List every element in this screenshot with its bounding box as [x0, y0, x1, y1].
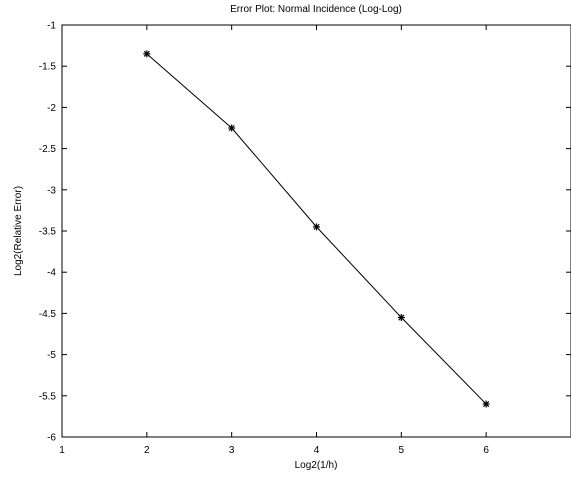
y-tick-label: -4	[47, 268, 56, 279]
x-tick-label: 5	[399, 445, 405, 456]
y-tick-label: -3.5	[39, 227, 57, 238]
y-tick-label: -6	[47, 433, 56, 444]
y-axis-label: Log2(Relative Error)	[13, 186, 24, 276]
data-point-star-marker	[143, 50, 151, 58]
y-tick-label: -5	[47, 350, 56, 361]
chart-title: Error Plot: Normal Incidence (Log-Log)	[230, 4, 402, 15]
x-tick-label: 6	[483, 445, 489, 456]
y-axis-ticks: -1 -1.5 -2 -2.5 -3 -3.5 -4 -4.5 -5 -5.5 -6	[39, 21, 571, 444]
x-tick-label: 1	[59, 445, 65, 456]
x-axis-label: Log2(1/h)	[295, 460, 338, 471]
y-tick-label: -4.5	[39, 309, 57, 320]
x-tick-label: 3	[229, 445, 235, 456]
y-tick-label: -2	[47, 103, 56, 114]
y-tick-label: -5.5	[39, 391, 57, 402]
data-point-star-marker	[397, 314, 405, 322]
y-tick-label: -1.5	[39, 62, 57, 73]
x-tick-label: 2	[144, 445, 150, 456]
plot-area-frame	[61, 24, 571, 438]
y-tick-label: -3	[47, 185, 56, 196]
y-tick-label: -1	[47, 21, 56, 32]
data-point-star-marker	[482, 400, 490, 408]
series-layer	[143, 50, 490, 408]
y-tick-label: -2.5	[39, 144, 57, 155]
x-axis-ticks: 1 2 3 4 5 6	[59, 25, 489, 456]
data-point-star-marker	[228, 124, 236, 132]
data-point-star-marker	[313, 223, 320, 231]
x-tick-label: 4	[314, 445, 320, 456]
